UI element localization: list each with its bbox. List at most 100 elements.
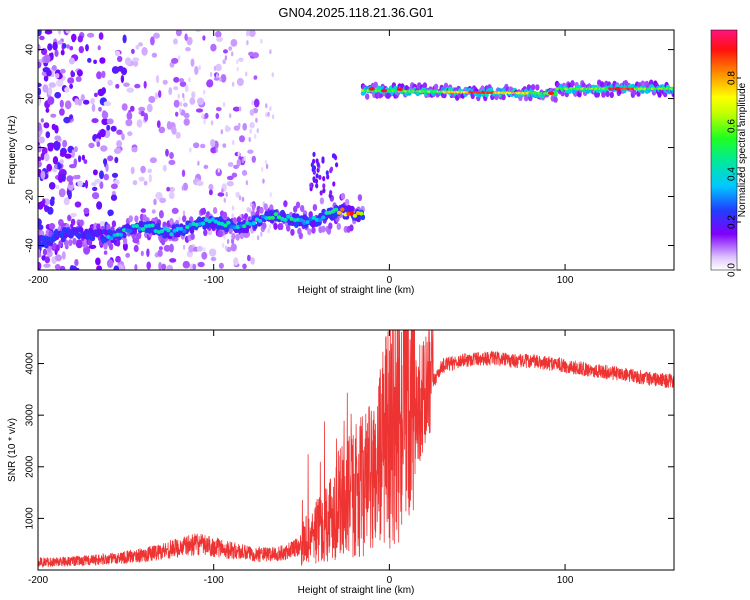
spectral-blob [265, 112, 268, 118]
spectral-blob [67, 190, 72, 200]
spectral-blob [64, 86, 70, 93]
spectral-blob [333, 207, 339, 212]
spectral-blob [84, 179, 89, 189]
spectral-blob [149, 157, 157, 164]
spectral-blob [55, 244, 60, 252]
spectral-blob [105, 163, 109, 172]
spectral-blob [69, 265, 77, 270]
spectral-blob [140, 227, 146, 232]
spectral-blob [95, 257, 101, 266]
spectral-blob [106, 118, 114, 125]
spectral-blob [110, 194, 118, 201]
spectral-blob [67, 77, 75, 84]
spectral-blob [226, 220, 231, 225]
spectral-blob [53, 164, 59, 169]
spectral-blob [217, 192, 225, 197]
spectral-blob [210, 139, 216, 148]
spectral-blob [359, 211, 364, 216]
spectral-blob [222, 59, 226, 65]
spectral-blob [46, 163, 53, 172]
spectral-blob [58, 240, 63, 248]
spectral-blob [208, 183, 214, 191]
spectral-blob [330, 209, 335, 214]
spectral-blob [271, 72, 274, 78]
spectral-blob [155, 75, 160, 84]
spectral-blob [132, 57, 140, 62]
spectral-blob [215, 63, 222, 72]
spectral-blob [236, 59, 239, 65]
spectral-blob [128, 229, 133, 233]
spectral-blob [251, 203, 256, 212]
spectral-blob [148, 95, 156, 104]
spectral-blob [159, 197, 167, 204]
spectral-blob [242, 263, 247, 270]
spectral-blob [365, 93, 370, 100]
spectral-blob [332, 153, 336, 159]
spectral-blob [38, 224, 44, 231]
spectral-blob [570, 80, 575, 87]
spectral-blob [60, 49, 65, 56]
spectral-blob [213, 65, 217, 71]
colorbar-gradient [710, 29, 738, 271]
spectral-blob [215, 30, 222, 38]
spectral-blob [237, 151, 240, 157]
spectral-blob [61, 173, 66, 182]
spectral-blob [162, 164, 167, 172]
spectral-blob [59, 265, 66, 270]
spectral-blob [326, 174, 330, 180]
spectral-blob [107, 79, 113, 86]
spectral-blob [43, 263, 51, 268]
spectral-blob [103, 250, 108, 255]
spectral-blob [38, 248, 41, 256]
spectral-blob [200, 221, 206, 226]
y-tick-label: 40 [25, 44, 36, 56]
spectral-blob [175, 226, 180, 231]
spectral-blob [94, 178, 101, 184]
spectral-blob [208, 248, 217, 257]
spectral-blob [283, 200, 288, 208]
spectral-blob [220, 74, 227, 83]
spectral-blob [314, 217, 320, 222]
spectral-blob [138, 176, 145, 182]
colorbar-ticks: 0.0 0.2 0.4 0.6 0.8 [727, 71, 741, 277]
spectral-blob [223, 49, 228, 54]
spectral-blob [159, 229, 165, 234]
spectral-blob [328, 222, 333, 230]
spectral-blob [422, 82, 428, 89]
spectral-blob [207, 229, 213, 236]
spectral-blob [188, 244, 194, 253]
spectral-blob [57, 30, 62, 35]
spectral-blob [182, 182, 188, 191]
spectral-blob [77, 180, 83, 187]
x-tick-label: -200 [28, 275, 48, 286]
spectral-blob [106, 259, 114, 268]
spectral-blob [191, 92, 194, 98]
spectral-blob [163, 244, 171, 252]
spectral-blob [238, 195, 242, 201]
spectral-blob [120, 67, 128, 76]
spectral-blob [671, 87, 674, 91]
spectral-blob [169, 243, 174, 253]
spectral-blob [98, 106, 102, 112]
spectral-blob [182, 210, 186, 216]
spectral-blob [312, 165, 316, 171]
spectral-blob [216, 36, 223, 43]
spectral-blob [315, 158, 319, 164]
spectral-blob [396, 87, 403, 92]
spectral-blob [137, 232, 142, 240]
spectral-blob [155, 222, 161, 229]
spectral-blob [250, 257, 255, 265]
spectral-blob [335, 162, 339, 168]
spectral-blob [264, 159, 268, 165]
spectral-blob [319, 197, 325, 205]
spectral-blob [42, 84, 49, 93]
spectral-blob [48, 223, 56, 230]
spectral-blob [295, 201, 301, 209]
spectral-blob [70, 70, 74, 78]
spectral-blob [265, 164, 269, 169]
spectral-blob [121, 133, 125, 141]
spectral-blob [136, 119, 143, 128]
snr-y-ticks: 1000 2000 3000 4000 [25, 352, 674, 530]
spectral-blob [88, 227, 94, 234]
spectral-blob [203, 119, 206, 125]
